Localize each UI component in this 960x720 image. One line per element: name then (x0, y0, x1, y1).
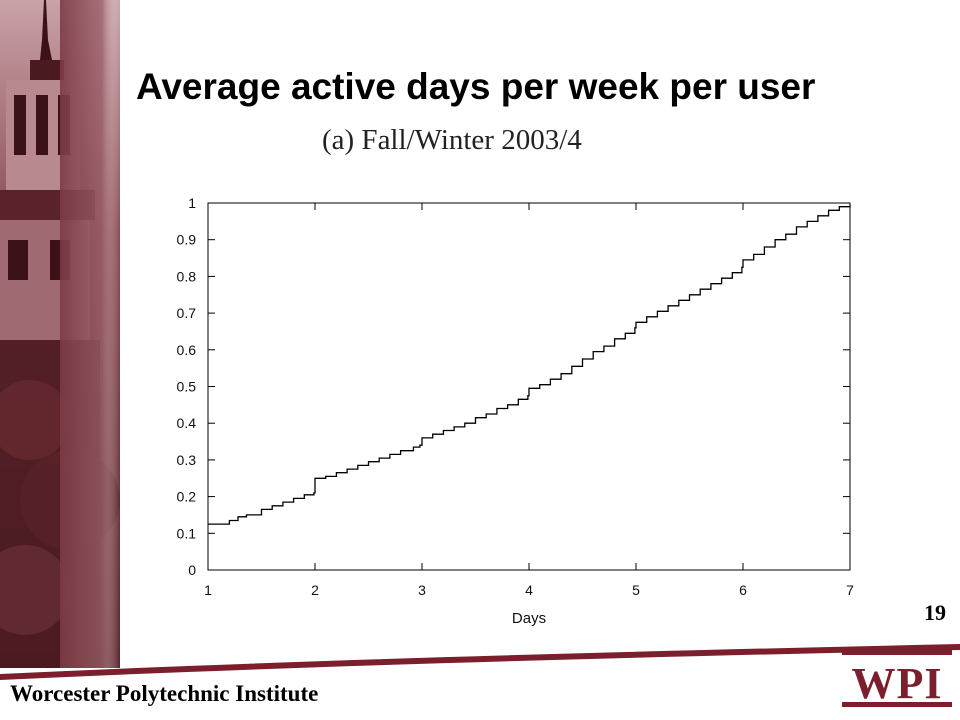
y-tick-label: 0 (188, 562, 196, 578)
series-line (208, 204, 851, 525)
y-tick-label: 0.2 (177, 489, 197, 505)
y-tick-label: 1 (188, 195, 196, 211)
slide-number: 19 (924, 600, 946, 625)
x-tick-label: 2 (311, 582, 319, 598)
x-tick-label: 5 (632, 582, 640, 598)
y-tick-label: 0.6 (177, 342, 197, 358)
clock-tower-photo (0, 0, 120, 668)
y-tick-label: 0.8 (177, 268, 197, 284)
x-tick-label: 1 (204, 582, 212, 598)
x-axis: 1 2 3 4 5 6 7 (204, 203, 854, 598)
slide-title: Average active days per week per user (136, 66, 816, 107)
y-tick-label: 0.1 (177, 525, 197, 541)
footer-divider (0, 644, 960, 680)
cdf-chart: 0 0.1 0.2 0.3 0.4 0.5 0.6 0.7 0.8 0.9 1 1 2 3 4 5 6 7 Da… (177, 195, 855, 627)
institution-name: Worcester Polytechnic Institute (10, 681, 319, 706)
y-tick-label: 0.4 (177, 415, 197, 431)
wpi-logo: WPI (842, 650, 952, 708)
x-tick-label: 4 (525, 582, 533, 598)
y-tick-label: 0.9 (177, 232, 197, 248)
y-tick-label: 0.3 (177, 452, 197, 468)
logo-text: WPI (852, 659, 943, 708)
y-axis: 0 0.1 0.2 0.3 0.4 0.5 0.6 0.7 0.8 0.9 1 (177, 195, 850, 578)
y-tick-label: 0.7 (177, 305, 197, 321)
x-tick-label: 3 (418, 582, 426, 598)
x-tick-label: 7 (846, 582, 854, 598)
chart-caption: (a) Fall/Winter 2003/4 (322, 124, 582, 156)
x-axis-label: Days (512, 610, 546, 627)
x-tick-label: 6 (739, 582, 747, 598)
y-tick-label: 0.5 (177, 379, 197, 395)
